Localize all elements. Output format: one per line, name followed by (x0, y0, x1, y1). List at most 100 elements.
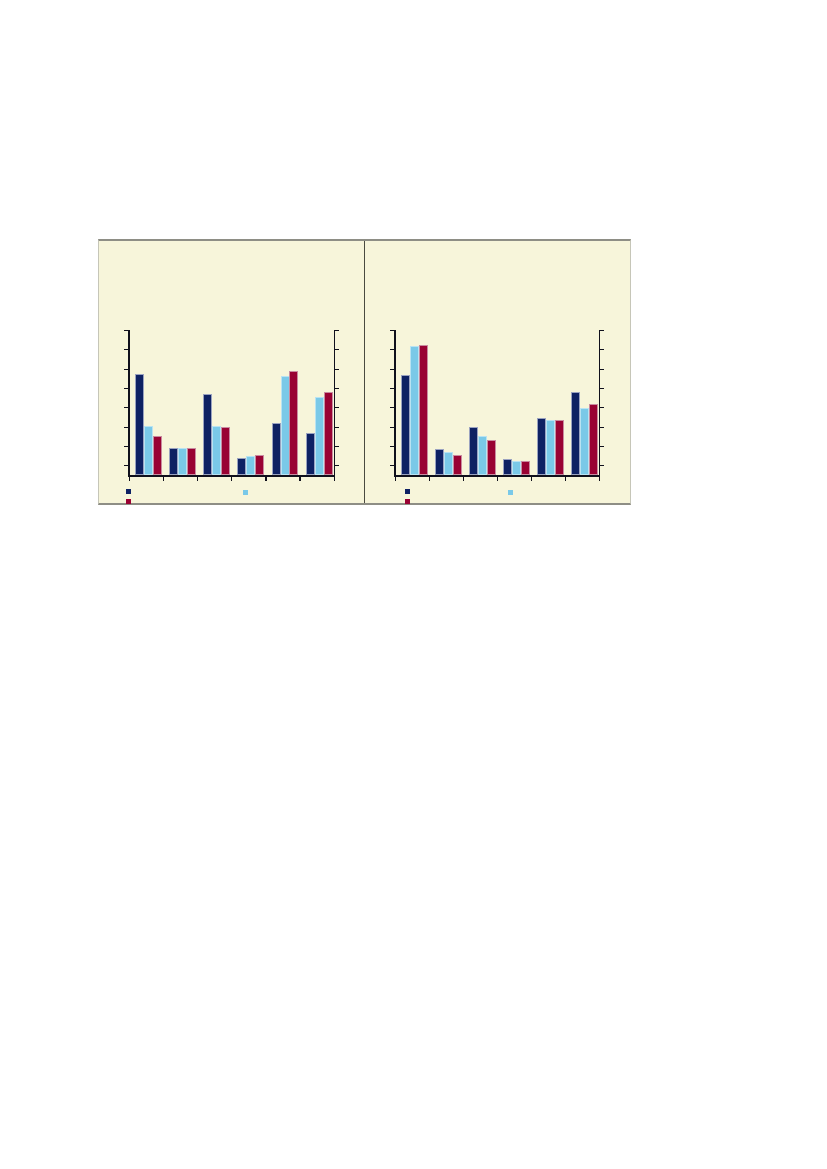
y-axis-tick (600, 330, 604, 332)
bar (246, 456, 256, 476)
y-axis-tick (600, 465, 604, 467)
bar (271, 422, 281, 475)
bar (212, 425, 222, 475)
y-axis-tick (390, 388, 394, 390)
x-axis-tick (333, 476, 335, 481)
bar (255, 454, 265, 475)
bar (418, 344, 428, 475)
bar (289, 370, 299, 475)
y-axis-tick (124, 446, 128, 448)
x-axis-tick (265, 476, 267, 481)
bar (443, 451, 453, 475)
x-axis-tick (394, 476, 396, 481)
bar (203, 393, 213, 475)
y-axis-left (394, 330, 396, 476)
bar (400, 375, 410, 475)
bar (486, 440, 496, 475)
bar (511, 460, 521, 475)
bar (477, 435, 487, 475)
y-axis-tick (600, 388, 604, 390)
legend-swatch-darkred (126, 499, 131, 504)
y-axis-tick (335, 349, 339, 351)
y-axis-tick (390, 369, 394, 371)
bar (545, 419, 555, 475)
bar (323, 392, 333, 475)
y-axis-right (598, 330, 600, 476)
y-axis-tick (335, 330, 339, 332)
plot-area (124, 330, 339, 481)
x-axis-tick (496, 476, 498, 481)
x-axis-tick (196, 476, 199, 481)
y-axis-tick (124, 427, 128, 429)
x-axis-tick (128, 476, 130, 481)
bar (305, 433, 315, 475)
y-axis-tick (335, 407, 339, 409)
bar (468, 427, 478, 476)
y-axis-tick (390, 427, 394, 429)
bar (280, 376, 290, 475)
bar (169, 447, 178, 476)
y-axis-tick (390, 349, 394, 351)
y-axis-tick (390, 465, 394, 467)
x-axis-tick (564, 476, 566, 481)
y-axis-left (128, 330, 130, 476)
bar (554, 419, 564, 475)
bar (409, 345, 419, 475)
y-axis-tick (335, 369, 339, 371)
bar (221, 427, 231, 476)
y-axis-tick (335, 427, 339, 429)
bar (588, 404, 598, 475)
y-axis-tick (335, 465, 339, 467)
legend-swatch-darkred (405, 499, 410, 504)
chart-left (99, 241, 364, 504)
chart-panel (98, 239, 631, 505)
x-axis-tick (231, 476, 233, 481)
y-axis-tick (600, 427, 604, 429)
bar (134, 373, 144, 475)
y-axis-tick (124, 349, 128, 351)
x-axis-tick (530, 476, 532, 481)
bar (434, 448, 444, 475)
y-axis-tick (124, 388, 128, 390)
y-axis-tick (124, 465, 128, 467)
bar (152, 435, 162, 475)
y-axis-tick (600, 369, 604, 371)
x-axis-tick (162, 476, 165, 481)
panel-divider (364, 241, 365, 503)
plot-area (390, 330, 604, 481)
y-axis-tick (600, 349, 604, 351)
y-axis-tick (600, 446, 604, 448)
bar (186, 447, 196, 476)
y-axis-tick (335, 388, 339, 390)
y-axis-tick (390, 330, 394, 332)
bar (452, 454, 462, 475)
bar (143, 425, 153, 475)
x-axis-tick (428, 476, 430, 481)
y-axis-right (333, 330, 335, 476)
bar (178, 447, 187, 476)
y-axis-tick (124, 330, 128, 332)
y-axis-tick (335, 446, 339, 448)
y-axis-tick (600, 407, 604, 409)
x-axis-tick (299, 476, 301, 481)
bar (536, 418, 546, 475)
y-axis-tick (390, 446, 394, 448)
x-axis-tick (462, 476, 464, 481)
bar (237, 457, 247, 475)
x-axis (128, 475, 335, 477)
legend-swatch-lightblue (508, 490, 513, 495)
legend-swatch-navy (405, 489, 410, 494)
bar (570, 392, 580, 475)
bar (502, 459, 512, 475)
chart-right (365, 241, 631, 504)
y-axis-tick (124, 369, 128, 371)
legend-swatch-lightblue (243, 490, 248, 495)
y-axis-tick (390, 407, 394, 409)
bar (520, 460, 530, 475)
bar (314, 396, 324, 475)
bar (579, 408, 589, 475)
y-axis-tick (124, 407, 128, 409)
x-axis (394, 475, 600, 477)
legend-swatch-navy (126, 489, 131, 494)
